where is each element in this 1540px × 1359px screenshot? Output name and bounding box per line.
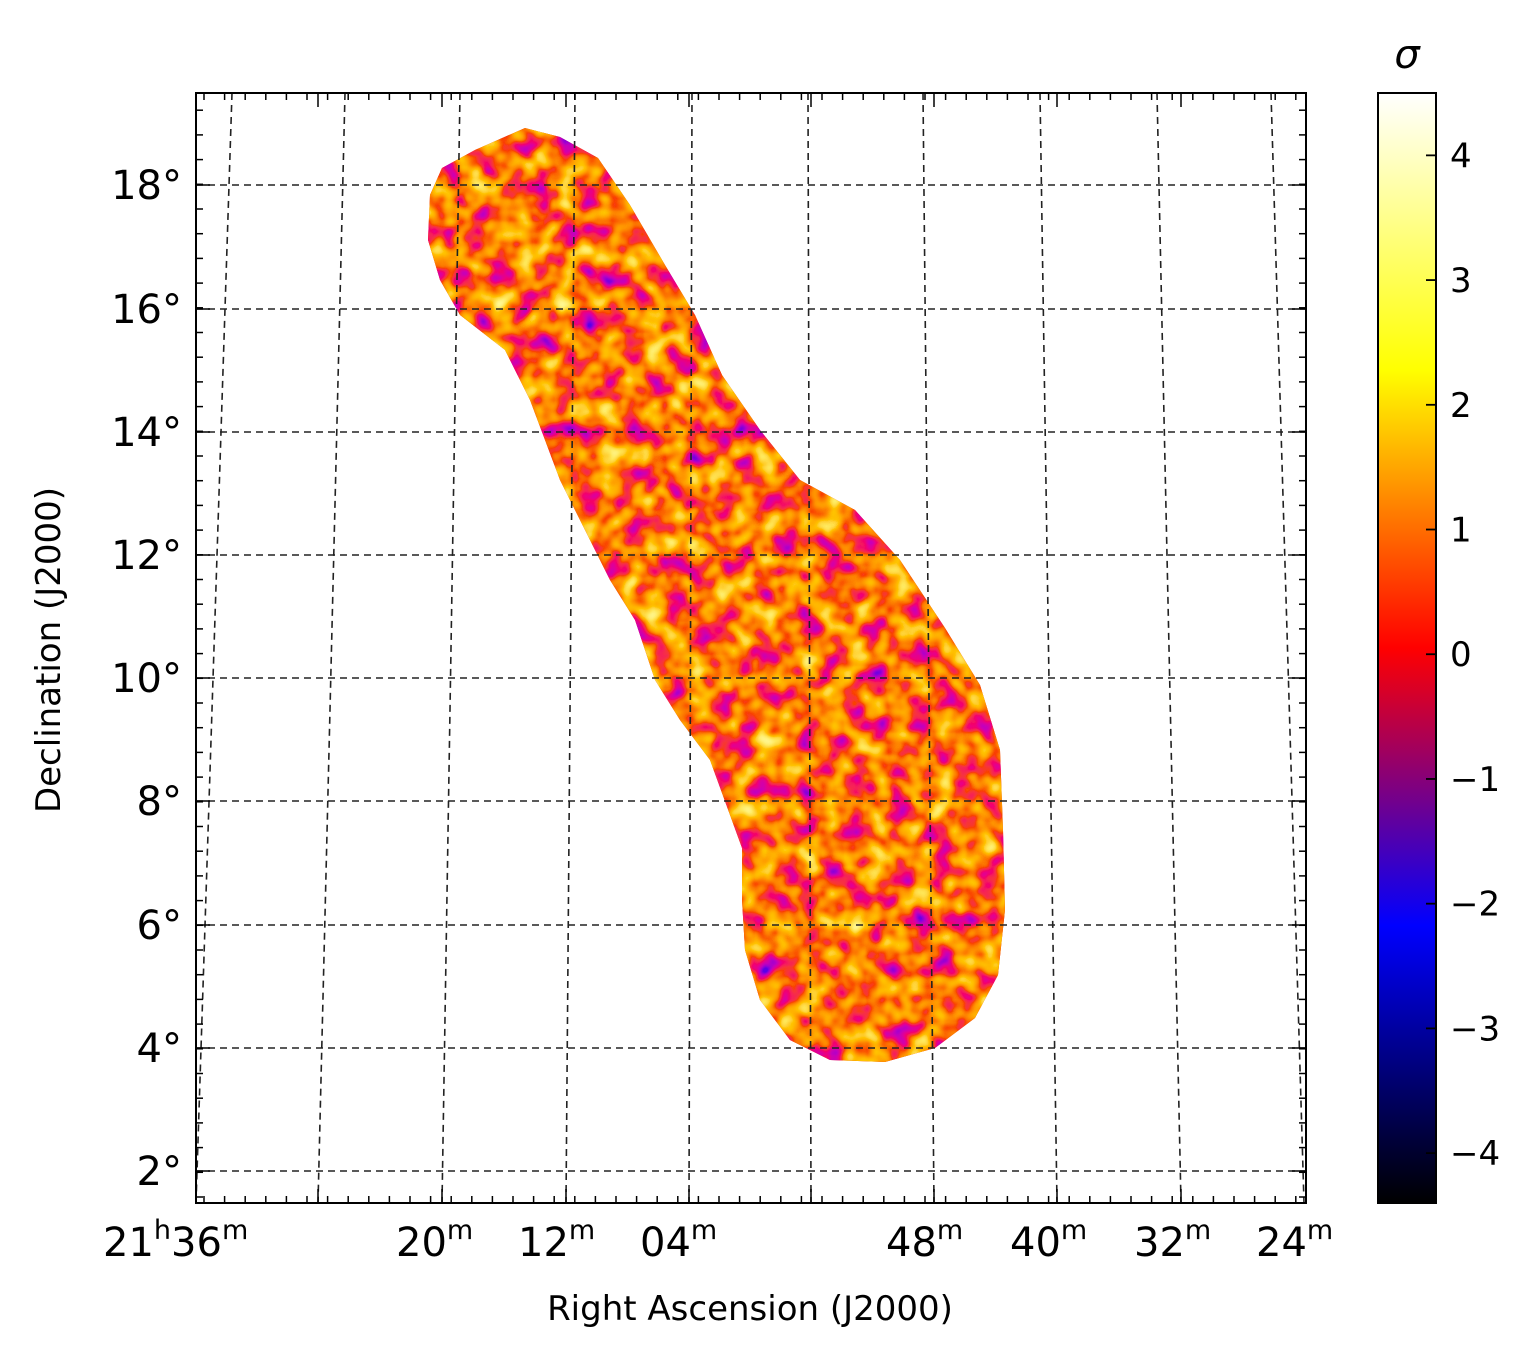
colorbar-tick-label: −3: [1450, 1009, 1500, 1049]
ra-gridline: [688, 93, 693, 1203]
axis-ticks: [196, 93, 1306, 1203]
plot-frame: [195, 92, 1307, 1204]
y-tick-label: 16°: [111, 287, 182, 333]
y-tick-labels: 2° 4° 6° 8° 10° 12° 14° 16° 18°: [111, 163, 182, 1195]
x-tick-labels: 21h36m 20m 12m 04m 48m 40m 32m 24m: [103, 1215, 1333, 1266]
y-tick-label: 4°: [137, 1026, 182, 1072]
sky-region-map: [428, 128, 1005, 1062]
colorbar-tick-label: 3: [1450, 261, 1472, 301]
x-tick-label: 40m: [1010, 1215, 1087, 1266]
y-tick-label: 12°: [111, 533, 182, 579]
y-axis-label: Declination (J2000): [29, 487, 69, 813]
x-tick-label: 20m: [396, 1215, 473, 1266]
colorbar-tick-label: −2: [1450, 885, 1500, 925]
ra-gridline: [196, 93, 233, 1203]
ra-gridline: [922, 93, 935, 1203]
ra-gridline: [441, 93, 461, 1203]
colorbar-tick-label: −1: [1450, 760, 1500, 800]
x-tick-label: 21h36m: [103, 1215, 248, 1266]
x-tick-label: 24m: [1256, 1215, 1333, 1266]
ra-gridline: [317, 93, 346, 1203]
x-axis-label: Right Ascension (J2000): [547, 1289, 953, 1329]
ra-gridline: [1156, 93, 1182, 1203]
ra-gridline: [1270, 93, 1305, 1203]
x-tick-label: 48m: [886, 1215, 963, 1266]
ra-gridline: [565, 93, 576, 1203]
colorbar-ticks: [1426, 154, 1436, 1155]
colorbar-gradient: [1378, 93, 1436, 1203]
colorbar-label: σ: [1394, 32, 1421, 78]
colorbar-tick-label: 2: [1450, 386, 1472, 426]
colorbar-tick-label: 1: [1450, 511, 1472, 551]
ra-gridline: [1039, 93, 1058, 1203]
colorbar-tick-label: 4: [1450, 136, 1472, 176]
colorbar-tick-labels: 4 3 2 1 0 −1 −2 −3 −4: [1450, 136, 1500, 1174]
ra-gridline: [807, 93, 812, 1203]
x-tick-label: 12m: [518, 1215, 595, 1266]
colorbar-frame: [1377, 92, 1437, 1204]
colorbar: 4 3 2 1 0 −1 −2 −3 −4 σ: [1377, 32, 1500, 1204]
y-tick-label: 18°: [111, 163, 182, 209]
x-tick-label: 04m: [640, 1215, 717, 1266]
colorbar-tick-label: 0: [1450, 635, 1472, 675]
y-tick-label: 10°: [111, 656, 182, 702]
x-tick-label: 32m: [1134, 1215, 1211, 1266]
y-tick-label: 8°: [137, 779, 182, 825]
y-tick-label: 14°: [111, 410, 182, 456]
y-tick-label: 6°: [137, 903, 182, 949]
colorbar-tick-label: −4: [1450, 1134, 1500, 1174]
y-tick-label: 2°: [137, 1149, 182, 1195]
coordinate-grid: [196, 93, 1306, 1203]
